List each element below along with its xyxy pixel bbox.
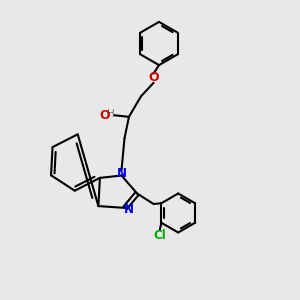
Text: H: H — [107, 109, 115, 119]
Text: Cl: Cl — [153, 229, 166, 242]
Text: N: N — [117, 167, 127, 180]
Text: O: O — [100, 109, 110, 122]
Text: N: N — [124, 203, 134, 216]
Text: O: O — [148, 71, 159, 84]
